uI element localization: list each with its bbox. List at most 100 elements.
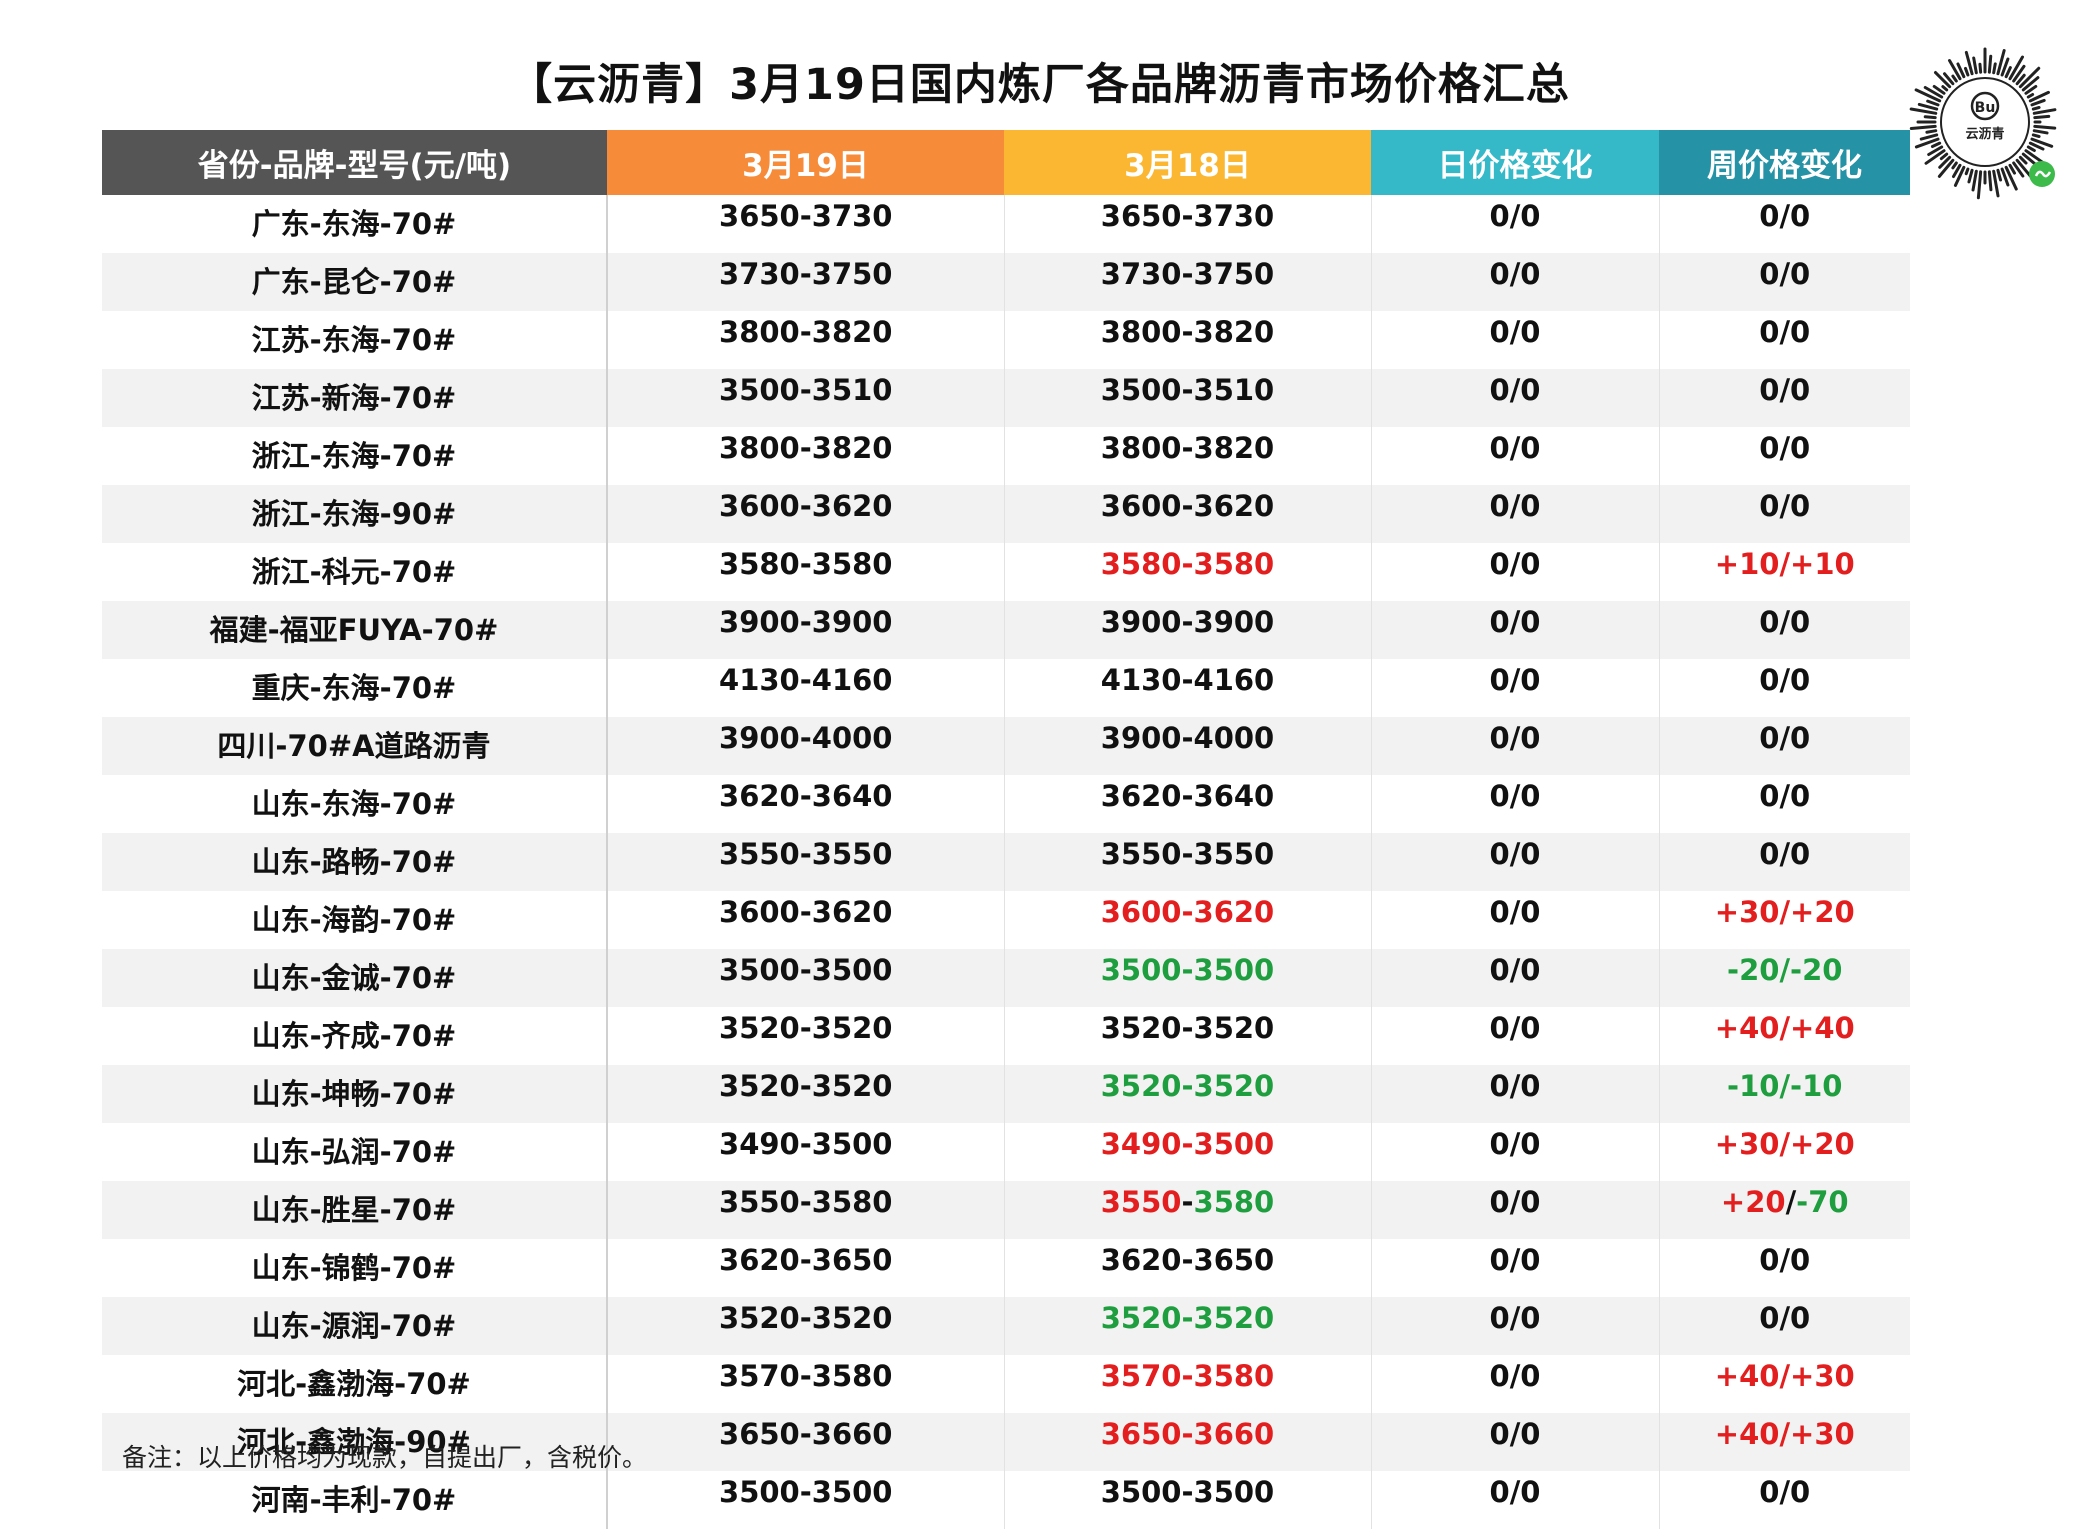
price-mar19-cell: 3580-3580	[607, 543, 1005, 601]
daily-change-cell: 0/0	[1371, 891, 1660, 949]
price-mar18-cell: 3650-3660	[1004, 1413, 1372, 1471]
product-name-cell: 山东-金诚-70#	[102, 949, 608, 1007]
table-row: 山东-路畅-70# 3550-3550 3550-3550 0/0 0/0	[102, 833, 1910, 891]
product-name-cell: 山东-路畅-70#	[102, 833, 608, 891]
price-mar19-cell: 3550-3550	[607, 833, 1005, 891]
weekly-change-cell: 0/0	[1759, 199, 1811, 233]
value-separator: -	[1181, 1417, 1194, 1451]
price-mar19-cell: 3600-3620	[607, 891, 1005, 949]
product-name-cell: 江苏-新海-70#	[102, 369, 608, 427]
value-part: -20	[1790, 953, 1843, 987]
weekly-change-cell: +30/+20	[1659, 891, 1910, 949]
price-mar18-cell: 3900-3900	[1004, 601, 1372, 659]
footnote: 备注：以上价格均为现款，自提出厂，含税价。	[122, 1443, 648, 1472]
table-row: 山东-海韵-70# 3600-3620 3600-3620 0/0 +30/+20	[102, 891, 1910, 949]
price-mar18-cell: 3730-3750	[1004, 253, 1372, 311]
value-separator: -	[1181, 1069, 1194, 1103]
daily-change-cell: 0/0	[1371, 659, 1660, 717]
weekly-change-cell: 0/0	[1759, 663, 1811, 697]
daily-change-cell: 0/0	[1371, 1471, 1660, 1529]
product-name-cell: 浙江-科元-70#	[102, 543, 608, 601]
product-name-cell: 山东-海韵-70#	[102, 891, 608, 949]
value-part: 3620	[1193, 895, 1275, 929]
daily-change-cell: 0/0	[1371, 717, 1660, 775]
price-mar19-cell: 3620-3640	[607, 775, 1005, 833]
product-name-cell: 山东-源润-70#	[102, 1297, 608, 1355]
value-part: 3500	[1100, 953, 1182, 987]
value-separator: /	[1779, 547, 1791, 581]
price-mar19-cell: 3500-3510	[607, 369, 1005, 427]
value-part: +30	[1790, 1417, 1855, 1451]
table-row: 山东-金诚-70# 3500-3500 3500-3500 0/0 -20/-20	[102, 949, 1910, 1007]
price-mar18-cell: 3520-3520	[1004, 1297, 1372, 1355]
value-part: -20	[1727, 953, 1780, 987]
product-name-cell: 河北-鑫渤海-70#	[102, 1355, 608, 1413]
price-mar18-cell: 3600-3620	[1004, 891, 1372, 949]
price-mar19-cell: 3500-3500	[607, 1471, 1005, 1529]
price-mar18-cell: 3490-3500	[1004, 1123, 1372, 1181]
qr-label: 云沥青	[1965, 126, 2004, 142]
value-part: 3600	[1100, 895, 1182, 929]
daily-change-cell: 0/0	[1371, 1181, 1660, 1239]
daily-change-cell: 0/0	[1371, 949, 1660, 1007]
price-mar18-cell: 3500-3510	[1004, 369, 1372, 427]
weekly-change-cell: -10/-10	[1659, 1065, 1910, 1123]
value-part: 3660	[1193, 1417, 1275, 1451]
weekly-change-cell: +40/+30	[1659, 1413, 1910, 1471]
product-name-cell: 广东-东海-70#	[102, 195, 608, 253]
weekly-change-cell: 0/0	[1759, 1475, 1811, 1509]
table-row: 河北-鑫渤海-70# 3570-3580 3570-3580 0/0 +40/+30	[102, 1355, 1910, 1413]
value-part: +20	[1720, 1185, 1786, 1219]
price-mar18-cell: 3520-3520	[1004, 1065, 1372, 1123]
price-mar19-cell: 4130-4160	[607, 659, 1005, 717]
value-part: 3650	[1100, 1417, 1182, 1451]
value-part: 3500	[1193, 953, 1275, 987]
value-part: 3580	[1193, 547, 1275, 581]
table-row: 河南-丰利-70# 3500-3500 3500-3500 0/0 0/0	[102, 1471, 1910, 1529]
weekly-change-cell: +20/-70	[1659, 1181, 1910, 1239]
wechat-mini-program-qr-icon[interactable]: Bu 云沥青	[1905, 42, 2065, 202]
daily-change-cell: 0/0	[1371, 1123, 1660, 1181]
value-part: +30	[1714, 1127, 1780, 1161]
price-mar19-cell: 3600-3620	[607, 485, 1005, 543]
table-row: 浙江-科元-70# 3580-3580 3580-3580 0/0 +10/+10	[102, 543, 1910, 601]
price-mar19-cell: 3800-3820	[607, 311, 1005, 369]
value-part: +20	[1790, 895, 1855, 929]
table-header-row: 省份-品牌-型号(元/吨) 3月19日 3月18日 日价格变化 周价格变化	[102, 130, 1910, 195]
weekly-change-cell: 0/0	[1759, 779, 1811, 813]
value-part: 3550	[1100, 1185, 1182, 1219]
value-separator: /	[1779, 1011, 1791, 1045]
weekly-change-cell: +40/+30	[1659, 1355, 1910, 1413]
daily-change-cell: 0/0	[1371, 833, 1660, 891]
table-row: 江苏-东海-70# 3800-3820 3800-3820 0/0 0/0	[102, 311, 1910, 369]
value-part: +10	[1714, 547, 1780, 581]
price-mar18-cell: 3550-3550	[1004, 833, 1372, 891]
weekly-change-cell: 0/0	[1659, 253, 1910, 311]
value-separator: -	[1181, 547, 1194, 581]
price-mar19-cell: 3570-3580	[607, 1355, 1005, 1413]
weekly-change-cell: +30/+20	[1659, 1123, 1910, 1181]
price-mar18-cell: 3580-3580	[1004, 543, 1372, 601]
value-part: 3570	[1100, 1359, 1182, 1393]
table-row: 山东-弘润-70# 3490-3500 3490-3500 0/0 +30/+20	[102, 1123, 1910, 1181]
value-part: 3580	[1193, 1359, 1275, 1393]
value-separator: -	[1181, 1301, 1194, 1335]
price-table: 省份-品牌-型号(元/吨) 3月19日 3月18日 日价格变化 周价格变化 广东…	[102, 130, 1910, 1529]
price-mar18-cell: 3550-3580	[1004, 1181, 1372, 1239]
value-separator: -	[1181, 895, 1194, 929]
weekly-change-cell: 0/0	[1759, 431, 1811, 465]
product-name-cell: 浙江-东海-90#	[102, 485, 608, 543]
price-mar18-cell: 3500-3500	[1004, 1471, 1372, 1529]
price-mar19-cell: 3730-3750	[607, 253, 1005, 311]
price-mar19-cell: 3900-4000	[607, 717, 1005, 775]
product-name-cell: 广东-昆仑-70#	[102, 253, 608, 311]
price-mar18-cell: 3800-3820	[1004, 311, 1372, 369]
table-row: 山东-胜星-70# 3550-3580 3550-3580 0/0 +20/-70	[102, 1181, 1910, 1239]
price-mar18-cell: 3520-3520	[1004, 1007, 1372, 1065]
price-mar19-cell: 3620-3650	[607, 1239, 1005, 1297]
price-mar18-cell: 3600-3620	[1004, 485, 1372, 543]
value-part: 3500	[1193, 1127, 1275, 1161]
header-mar18: 3月18日	[1004, 130, 1371, 195]
price-mar19-cell: 3800-3820	[607, 427, 1005, 485]
product-name-cell: 山东-胜星-70#	[102, 1181, 608, 1239]
